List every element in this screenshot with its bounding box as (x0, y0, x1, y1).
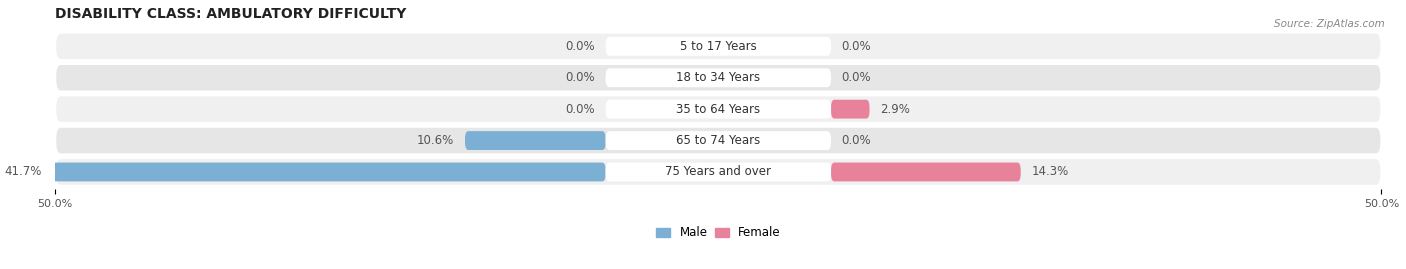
Text: 5 to 17 Years: 5 to 17 Years (681, 40, 756, 53)
Text: 0.0%: 0.0% (842, 134, 872, 147)
Text: 10.6%: 10.6% (418, 134, 454, 147)
Text: Source: ZipAtlas.com: Source: ZipAtlas.com (1274, 19, 1385, 29)
Text: 0.0%: 0.0% (842, 40, 872, 53)
FancyBboxPatch shape (606, 100, 831, 119)
Text: 0.0%: 0.0% (842, 71, 872, 84)
Text: 2.9%: 2.9% (880, 103, 910, 116)
FancyBboxPatch shape (55, 158, 1382, 186)
FancyBboxPatch shape (55, 127, 1382, 154)
FancyBboxPatch shape (465, 131, 606, 150)
FancyBboxPatch shape (55, 33, 1382, 60)
FancyBboxPatch shape (606, 162, 831, 181)
FancyBboxPatch shape (831, 100, 869, 119)
Text: 0.0%: 0.0% (565, 103, 595, 116)
FancyBboxPatch shape (606, 68, 831, 87)
Text: 75 Years and over: 75 Years and over (665, 165, 772, 178)
FancyBboxPatch shape (55, 64, 1382, 91)
Legend: Male, Female: Male, Female (651, 222, 786, 244)
Text: 18 to 34 Years: 18 to 34 Years (676, 71, 761, 84)
Text: DISABILITY CLASS: AMBULATORY DIFFICULTY: DISABILITY CLASS: AMBULATORY DIFFICULTY (55, 7, 406, 21)
FancyBboxPatch shape (55, 95, 1382, 123)
FancyBboxPatch shape (52, 162, 606, 181)
Text: 0.0%: 0.0% (565, 71, 595, 84)
Text: 35 to 64 Years: 35 to 64 Years (676, 103, 761, 116)
FancyBboxPatch shape (606, 37, 831, 56)
Text: 65 to 74 Years: 65 to 74 Years (676, 134, 761, 147)
FancyBboxPatch shape (831, 162, 1021, 181)
Text: 41.7%: 41.7% (4, 165, 42, 178)
FancyBboxPatch shape (606, 131, 831, 150)
Text: 0.0%: 0.0% (565, 40, 595, 53)
Text: 14.3%: 14.3% (1032, 165, 1069, 178)
